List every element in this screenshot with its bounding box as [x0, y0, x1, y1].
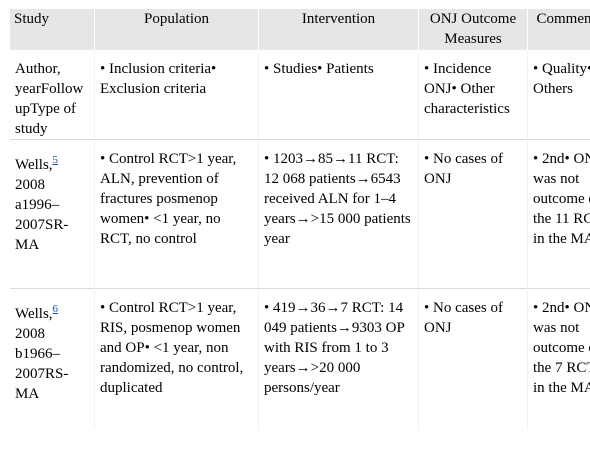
- cell-onj: • No cases of ONJ: [419, 140, 528, 289]
- reference-link[interactable]: 5: [53, 154, 59, 166]
- cell-intervention: • Studies• Patients: [259, 50, 419, 140]
- evidence-table: Study Population Intervention ONJ Outcom…: [10, 9, 590, 429]
- cell-comments: • 2nd• ONJ was not outcome of the 11 RCT…: [528, 140, 590, 289]
- header-onj-outcome: ONJ Outcome Measures: [419, 9, 528, 50]
- cell-onj: • No cases of ONJ: [419, 289, 528, 430]
- cell-study: Author, yearFollow upType of study: [10, 50, 95, 140]
- table-row: Wells,5 2008 a1996–2007SR-MA • Control RC…: [10, 140, 590, 289]
- header-row: Study Population Intervention ONJ Outcom…: [10, 9, 590, 50]
- header-intervention: Intervention: [259, 9, 419, 50]
- header-comments: Comments: [528, 9, 590, 50]
- cell-onj: • Incidence ONJ• Other characteristics: [419, 50, 528, 140]
- cell-intervention: • 1203→85→11 RCT: 12 068 patients→6543 r…: [259, 140, 419, 289]
- cell-comments: • 2nd• ONJ was not outcome of the 7 RCT …: [528, 289, 590, 430]
- study-author: Wells,: [15, 306, 53, 322]
- table-row: Wells,6 2008 b1966–2007RS-MA • Control RC…: [10, 289, 590, 430]
- cell-comments: • Quality• Others: [528, 50, 590, 140]
- cell-study: Wells,6 2008 b1966–2007RS-MA: [10, 289, 95, 430]
- cell-study: Wells,5 2008 a1996–2007SR-MA: [10, 140, 95, 289]
- cell-population: • Control RCT>1 year, ALN, prevention of…: [95, 140, 259, 289]
- study-details: 2008 b1966–2007RS-MA: [15, 326, 68, 402]
- header-study: Study: [10, 9, 95, 50]
- cell-intervention: • 419→36→7 RCT: 14 049 patients→9303 OP …: [259, 289, 419, 430]
- reference-link[interactable]: 6: [53, 303, 59, 315]
- study-details: 2008 a1996–2007SR-MA: [15, 177, 68, 253]
- header-population: Population: [95, 9, 259, 50]
- table-row: Author, yearFollow upType of study • Inc…: [10, 50, 590, 140]
- cell-population: • Inclusion criteria• Exclusion criteria: [95, 50, 259, 140]
- cell-population: • Control RCT>1 year, RIS, posmenop wome…: [95, 289, 259, 430]
- study-author: Wells,: [15, 157, 53, 173]
